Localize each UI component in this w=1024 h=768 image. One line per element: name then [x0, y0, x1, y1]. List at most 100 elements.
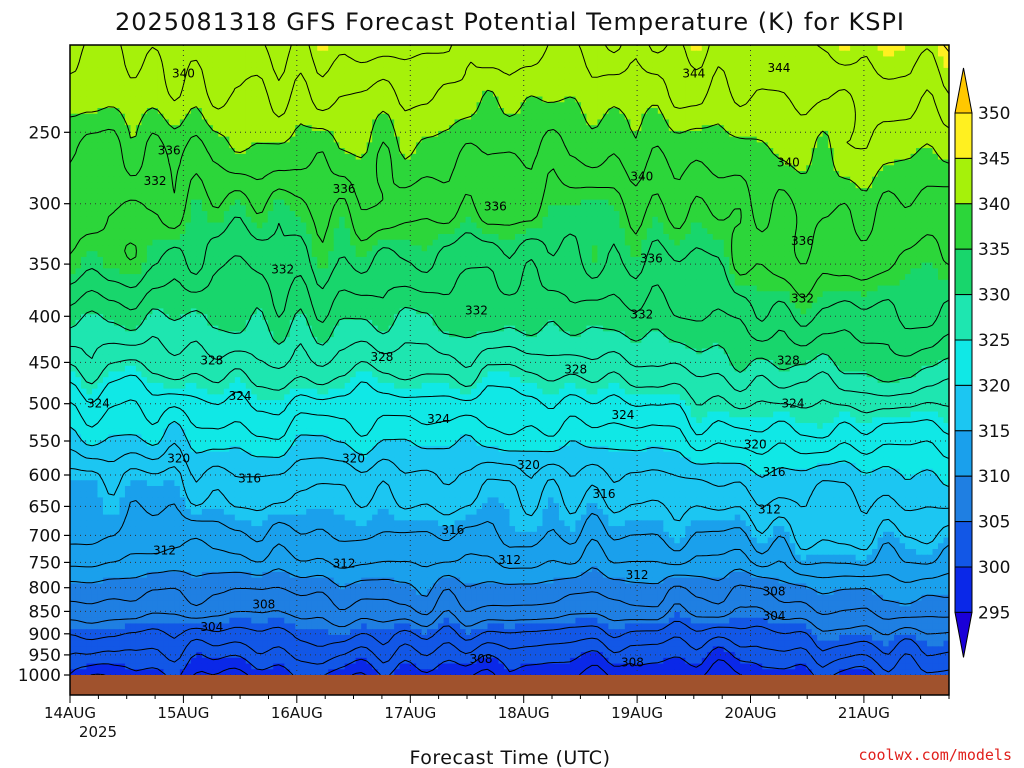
heatmap-cell [108, 165, 115, 172]
heatmap-cell [212, 222, 219, 229]
heatmap-cell [207, 125, 214, 132]
heatmap-cell [773, 85, 780, 92]
heatmap-cell [234, 159, 241, 166]
heatmap-cell [443, 142, 450, 149]
heatmap-cell [586, 119, 593, 126]
heatmap-cell [284, 73, 291, 80]
heatmap-cell [229, 205, 236, 212]
heatmap-cell [377, 176, 384, 184]
heatmap-cell [267, 193, 274, 201]
heatmap-cell [773, 188, 780, 195]
heatmap-cell [317, 56, 324, 63]
heatmap-cell [493, 148, 500, 155]
heatmap-cell [295, 62, 302, 69]
heatmap-cell [273, 176, 280, 184]
heatmap-cell [130, 193, 137, 201]
heatmap-cell [146, 193, 153, 201]
heatmap-cell [762, 193, 769, 201]
heatmap-cell [679, 108, 686, 115]
heatmap-cell [646, 119, 653, 126]
heatmap-cell [108, 79, 115, 86]
heatmap-cell [729, 159, 736, 166]
heatmap-cell [388, 102, 395, 109]
heatmap-cell [438, 159, 445, 166]
heatmap-cell [355, 62, 362, 69]
heatmap-cell [223, 159, 230, 166]
heatmap-cell [86, 56, 93, 63]
heatmap-cell [454, 136, 461, 143]
heatmap-cell [141, 125, 148, 132]
heatmap-cell [778, 211, 785, 218]
heatmap-cell [613, 199, 620, 206]
heatmap-cell [223, 90, 230, 98]
heatmap-cell [619, 171, 626, 178]
heatmap-cell [657, 148, 664, 155]
heatmap-cell [531, 211, 538, 218]
heatmap-cell [866, 216, 873, 224]
heatmap-cell [229, 222, 236, 229]
heatmap-cell [916, 108, 923, 115]
heatmap-cell [800, 90, 807, 98]
heatmap-cell [179, 199, 186, 206]
heatmap-cell [498, 188, 505, 195]
heatmap-cell [789, 176, 796, 184]
heatmap-cell [218, 193, 225, 201]
heatmap-cell [344, 199, 351, 206]
heatmap-cell [866, 119, 873, 126]
heatmap-cell [190, 130, 197, 138]
heatmap-cell [267, 211, 274, 218]
heatmap-cell [300, 188, 307, 195]
heatmap-cell [300, 182, 307, 189]
heatmap-cell [542, 193, 549, 201]
heatmap-cell [921, 153, 928, 161]
heatmap-cell [877, 67, 884, 75]
heatmap-cell [564, 119, 571, 126]
heatmap-cell [421, 73, 428, 80]
heatmap-cell [828, 113, 835, 121]
heatmap-cell [383, 130, 390, 138]
heatmap-cell [262, 79, 269, 86]
heatmap-cell [196, 142, 203, 149]
heatmap-cell [872, 62, 879, 69]
heatmap-cell [256, 142, 263, 149]
heatmap-cell [322, 148, 329, 155]
heatmap-cell [245, 199, 252, 206]
heatmap-cell [91, 130, 99, 138]
heatmap-cell [789, 50, 796, 58]
heatmap-cell [388, 85, 395, 92]
heatmap-cell [811, 90, 818, 98]
heatmap-cell [251, 90, 258, 98]
heatmap-cell [245, 73, 252, 80]
heatmap-cell [443, 90, 450, 98]
heatmap-cell [646, 211, 653, 218]
heatmap-cell [729, 176, 736, 184]
heatmap-cell [383, 113, 390, 121]
heatmap-cell [80, 50, 88, 58]
heatmap-cell [240, 193, 247, 201]
heatmap-cell [284, 205, 291, 212]
heatmap-cell [443, 188, 450, 195]
heatmap-cell [740, 153, 747, 161]
heatmap-cell [240, 142, 247, 149]
heatmap-cell [828, 130, 835, 138]
heatmap-cell [630, 67, 637, 75]
heatmap-cell [361, 67, 368, 75]
heatmap-cell [289, 96, 296, 103]
heatmap-cell [657, 216, 664, 224]
heatmap-cell [597, 159, 604, 166]
heatmap-cell [910, 205, 917, 212]
heatmap-cell [438, 171, 445, 178]
heatmap-cell [229, 130, 236, 138]
heatmap-cell [185, 113, 192, 121]
heatmap-cell [130, 136, 137, 143]
heatmap-cell [575, 176, 582, 184]
heatmap-cell [306, 113, 313, 121]
heatmap-cell [124, 85, 132, 92]
heatmap-cell [734, 90, 741, 98]
heatmap-cell [168, 50, 175, 58]
heatmap-cell [514, 199, 522, 206]
heatmap-cell [339, 108, 346, 115]
heatmap-cell [361, 211, 368, 218]
heatmap-cell [740, 108, 747, 115]
heatmap-cell [476, 171, 483, 178]
